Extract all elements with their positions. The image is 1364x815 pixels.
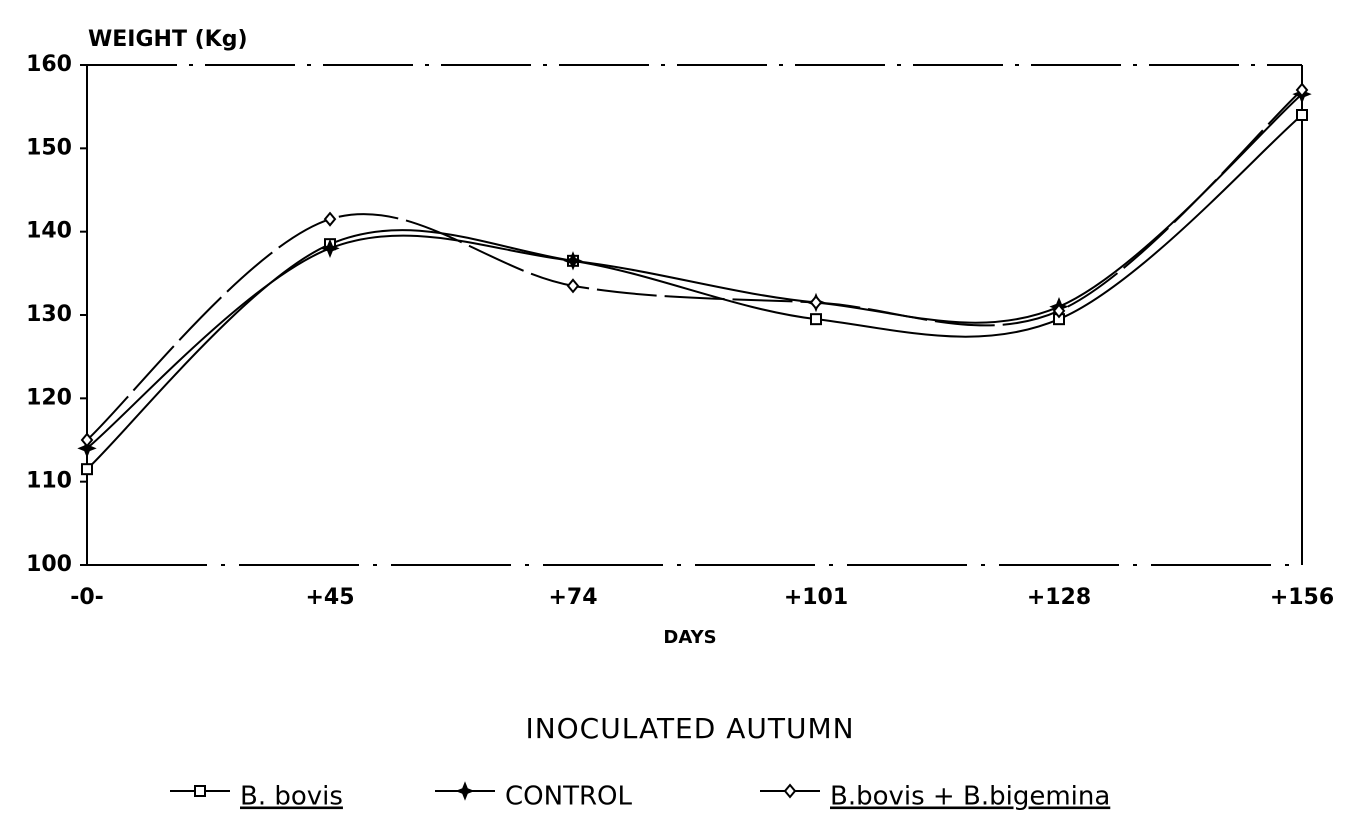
- y-tick-label: 130: [26, 302, 72, 327]
- series-line: [86, 89, 1303, 441]
- marker: [455, 781, 475, 801]
- y-tick-label: 120: [26, 385, 72, 410]
- legend-item: B.bovis + B.bigemina: [760, 782, 1110, 812]
- series-line: [86, 93, 1303, 450]
- y-tick-label: 160: [26, 52, 72, 77]
- x-axis-label: DAYS: [663, 627, 716, 648]
- y-tick-label: 110: [26, 469, 72, 494]
- marker: [563, 251, 583, 271]
- legend-label: CONTROL: [505, 782, 632, 812]
- x-tick-label: -0-: [70, 585, 104, 610]
- legend-item: B. bovis: [170, 782, 343, 812]
- y-tick-label: 100: [26, 552, 72, 577]
- x-tick-label: +156: [1270, 585, 1334, 610]
- x-tick-label: +128: [1027, 585, 1091, 610]
- x-tick-label: +101: [784, 585, 848, 610]
- marker: [194, 785, 206, 797]
- series-line: [86, 114, 1303, 470]
- legend-label: B.bovis + B.bigemina: [830, 782, 1110, 812]
- marker: [1052, 303, 1066, 319]
- x-tick-label: +74: [548, 585, 597, 610]
- marker: [783, 783, 797, 799]
- x-tick-label: +45: [305, 585, 354, 610]
- marker: [1296, 109, 1308, 121]
- chart-title: INOCULATED AUTUMN: [525, 712, 854, 745]
- marker: [323, 211, 337, 227]
- marker: [810, 313, 822, 326]
- legend-item: CONTROL: [435, 781, 632, 812]
- marker: [77, 438, 97, 459]
- marker: [81, 463, 93, 476]
- marker: [809, 294, 823, 311]
- marker: [566, 278, 580, 294]
- legend-label: B. bovis: [240, 782, 343, 812]
- y-axis-label: WEIGHT (Kg): [88, 27, 248, 52]
- y-tick-label: 140: [26, 219, 72, 244]
- y-tick-label: 150: [26, 135, 72, 160]
- marker: [80, 432, 94, 448]
- marker: [1295, 82, 1309, 98]
- marker: [320, 238, 340, 259]
